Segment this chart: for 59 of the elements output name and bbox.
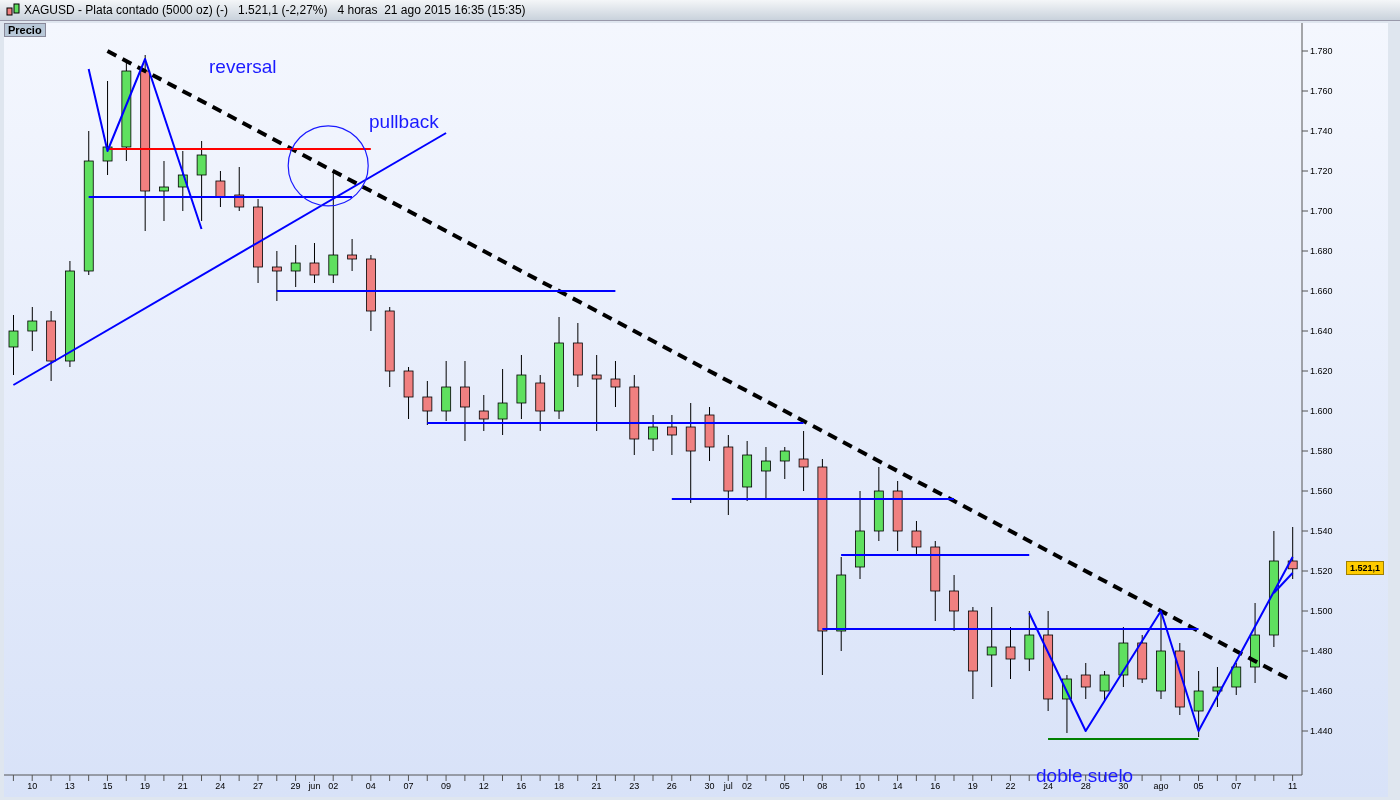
y-tick-label: 1.620 — [1310, 366, 1333, 377]
x-tick-label: 13 — [64, 781, 75, 792]
y-tick-label: 1.720 — [1310, 166, 1333, 177]
x-tick-label: 10 — [27, 781, 38, 792]
x-tick-label: 16 — [930, 781, 941, 792]
y-tick-label: 1.700 — [1310, 206, 1333, 217]
y-tick-label: 1.660 — [1310, 286, 1333, 297]
x-tick-label: 24 — [1043, 781, 1054, 792]
y-tick-label: 1.580 — [1310, 446, 1333, 457]
x-tick-label: 22 — [1005, 781, 1016, 792]
y-tick-label: 1.500 — [1310, 606, 1333, 617]
x-tick-label: 27 — [252, 781, 263, 792]
x-tick-label: 12 — [478, 781, 489, 792]
x-tick-label: 21 — [591, 781, 602, 792]
y-tick-label: 1.540 — [1310, 526, 1333, 537]
x-tick-label: 05 — [779, 781, 790, 792]
x-tick-label: 15 — [102, 781, 113, 792]
annotation: pullback — [369, 111, 439, 133]
x-tick-label: 07 — [403, 781, 414, 792]
x-tick-label: 23 — [629, 781, 640, 792]
x-tick-label: jul — [722, 781, 733, 792]
y-tick-label: 1.440 — [1310, 726, 1333, 737]
x-tick-label: 14 — [892, 781, 903, 792]
chart-title: XAGUSD - Plata contado (5000 oz) (-) 1.521,1 (-2,27%) 4 horas 21 ago 2015 16:35 (15:35) — [24, 3, 526, 17]
x-tick-label: 02 — [328, 781, 339, 792]
y-tick-label: 1.460 — [1310, 686, 1333, 697]
y-tick-label: 1.520 — [1310, 566, 1333, 577]
x-tick-label: ago — [1153, 781, 1169, 792]
x-tick-label: 18 — [553, 781, 564, 792]
x-tick-label: 04 — [365, 781, 376, 792]
y-tick-label: 1.760 — [1310, 86, 1333, 97]
x-tick-label: 26 — [666, 781, 677, 792]
x-tick-label: 08 — [817, 781, 828, 792]
y-tick-label: 1.600 — [1310, 406, 1333, 417]
y-tick-label: 1.780 — [1310, 46, 1333, 57]
annotation: reversal — [209, 56, 277, 78]
x-tick-label: 29 — [290, 781, 301, 792]
y-tick-label: 1.740 — [1310, 126, 1333, 137]
y-tick-label: 1.640 — [1310, 326, 1333, 337]
x-tick-label: 24 — [215, 781, 226, 792]
y-tick-label: 1.480 — [1310, 646, 1333, 657]
x-tick-label: 28 — [1080, 781, 1091, 792]
text: 1.521,1 — [1346, 561, 1385, 575]
x-tick-label: 30 — [704, 781, 715, 792]
x-tick-label: 30 — [1118, 781, 1129, 792]
x-tick-label: jun — [307, 781, 321, 792]
x-tick-label: 07 — [1231, 781, 1242, 792]
x-tick-label: 02 — [742, 781, 753, 792]
x-tick-label: 16 — [516, 781, 527, 792]
annotation: Precio — [4, 23, 46, 37]
x-tick-label: 05 — [1193, 781, 1204, 792]
x-tick-label: 19 — [967, 781, 978, 792]
x-tick-label: 19 — [140, 781, 151, 792]
x-tick-label: 21 — [177, 781, 188, 792]
x-tick-label: 11 — [1287, 781, 1298, 792]
y-tick-label: 1.680 — [1310, 246, 1333, 257]
x-tick-label: 10 — [854, 781, 865, 792]
x-tick-label: 09 — [441, 781, 452, 792]
y-tick-label: 1.560 — [1310, 486, 1333, 497]
